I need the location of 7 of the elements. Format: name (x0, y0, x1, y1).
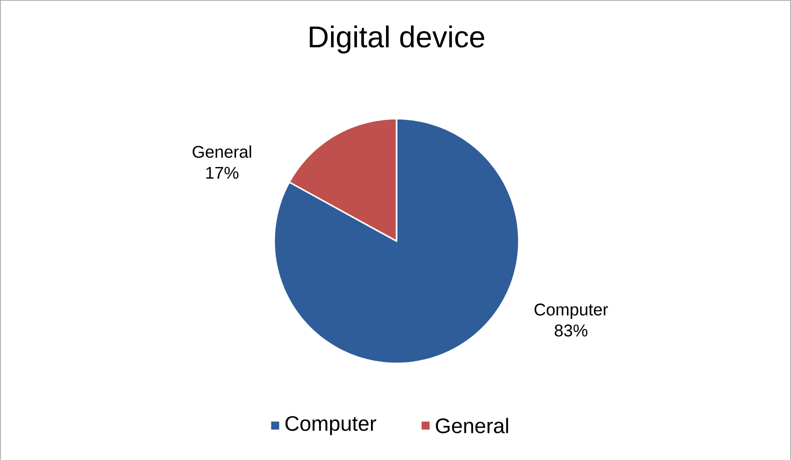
data-label: 83% (554, 324, 588, 337)
slice-label: Computer (534, 304, 608, 319)
chart-title: Digital device (310, 26, 484, 54)
legend-label: Computer (285, 416, 376, 436)
legend-label: General (436, 418, 508, 434)
slice-label: General (192, 145, 252, 158)
data-label: 17% (206, 166, 238, 179)
